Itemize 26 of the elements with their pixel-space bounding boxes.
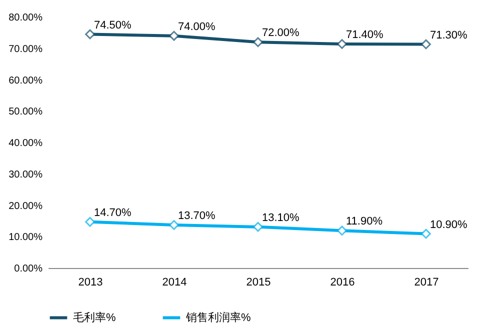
data-label: 13.70% — [178, 210, 216, 222]
data-label: 14.70% — [94, 206, 132, 219]
y-tick-label: 70.00% — [8, 44, 43, 55]
y-tick-label: 60.00% — [8, 75, 43, 86]
data-label: 72.00% — [262, 27, 300, 40]
x-tick-label: 2015 — [246, 276, 271, 288]
data-label: 71.40% — [346, 28, 384, 41]
y-tick-label: 0.00% — [14, 264, 43, 274]
legend-label: 毛利率% — [73, 310, 116, 324]
y-tick-label: 50.00% — [8, 106, 43, 118]
data-label: 71.30% — [430, 29, 468, 42]
x-tick-label: 2017 — [414, 276, 439, 288]
data-label: 11.90% — [346, 216, 383, 228]
data-label: 13.10% — [262, 212, 300, 224]
y-tick-label: 10.00% — [8, 232, 43, 244]
x-tick-label: 2014 — [162, 276, 187, 288]
x-tick-label: 2013 — [78, 276, 103, 288]
y-tick-label: 30.00% — [8, 169, 43, 180]
data-label: 10.90% — [430, 218, 468, 231]
data-label: 74.50% — [94, 19, 132, 32]
legend-label: 销售利润率% — [185, 310, 251, 324]
data-label: 74.00% — [178, 20, 216, 33]
x-tick-label: 2016 — [330, 276, 355, 288]
y-tick-label: 40.00% — [8, 138, 43, 149]
y-tick-label: 20.00% — [8, 200, 43, 212]
y-tick-label: 80.00% — [8, 12, 43, 24]
